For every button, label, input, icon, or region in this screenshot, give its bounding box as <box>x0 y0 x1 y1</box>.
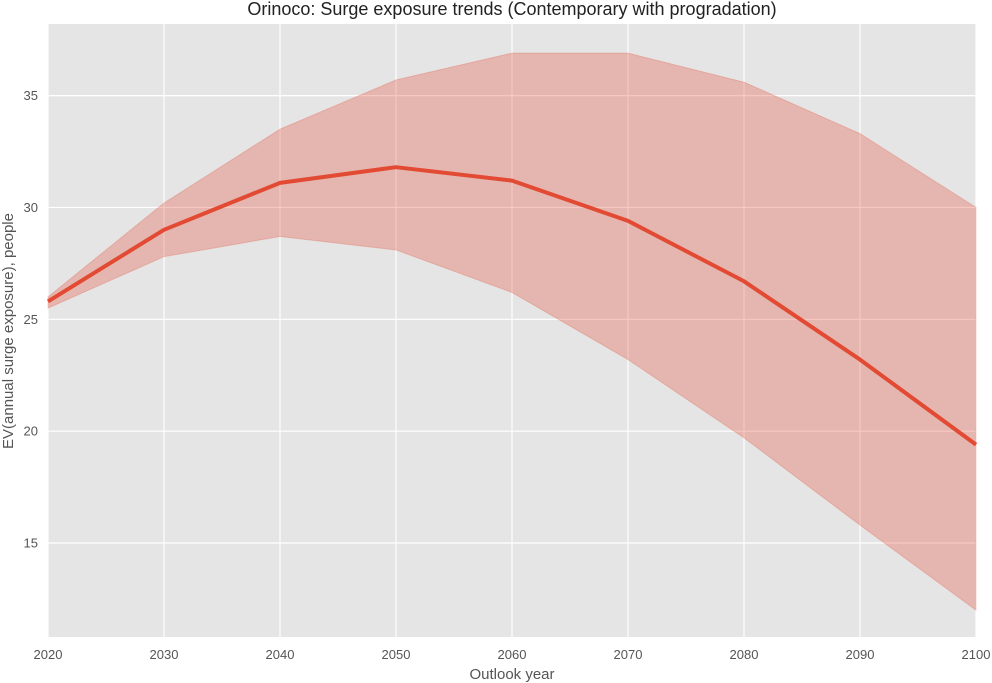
x-tick-label-2040: 2040 <box>266 647 295 662</box>
series-line-path-0 <box>46 165 978 447</box>
y-tick-labels: 15 20 25 30 35 <box>24 88 38 550</box>
x-tick-label-2050: 2050 <box>382 647 411 662</box>
x-tick-label-2080: 2080 <box>730 647 759 662</box>
x-tick-label-2100: 2100 <box>962 647 991 662</box>
y-tick-label-25: 25 <box>24 312 38 327</box>
x-tick-labels: 2020 2030 2040 2050 2060 2070 2080 2090 2100 <box>34 647 991 662</box>
y-tick-label-20: 20 <box>24 424 38 439</box>
x-tick-label-2020: 2020 <box>34 647 63 662</box>
grid-lines <box>47 24 977 637</box>
confidence-band <box>47 52 977 612</box>
y-tick-label-15: 15 <box>24 536 38 551</box>
x-tick-label-2070: 2070 <box>614 647 643 662</box>
y-tick-label-35: 35 <box>24 88 38 103</box>
confidence-band-area-0 <box>47 52 977 612</box>
x-axis-label: Outlook year <box>469 666 554 683</box>
x-tick-label-2030: 2030 <box>150 647 179 662</box>
y-tick-label-30: 30 <box>24 200 38 215</box>
y-axis-label: EV(annual surge exposure), people <box>0 213 17 449</box>
x-tick-label-2090: 2090 <box>846 647 875 662</box>
chart-title: Orinoco: Surge exposure trends (Contempo… <box>247 0 776 19</box>
x-tick-label-2060: 2060 <box>498 647 527 662</box>
series-line <box>46 165 978 447</box>
